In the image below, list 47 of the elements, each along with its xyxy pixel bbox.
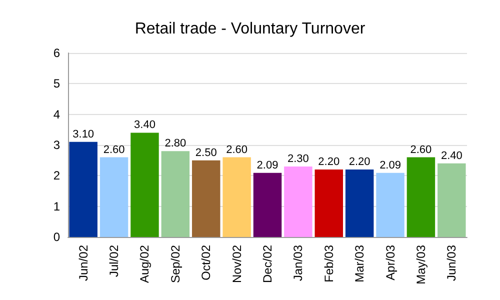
bar — [284, 166, 312, 237]
bar — [100, 157, 128, 237]
x-tick-label: Dec/02 — [260, 244, 274, 284]
bar — [130, 132, 159, 237]
x-tick-label: Jan/03 — [291, 244, 306, 282]
bar — [161, 151, 190, 237]
y-tick-label: 5 — [53, 76, 60, 91]
bar — [253, 172, 282, 237]
y-tick-label: 3 — [53, 138, 60, 152]
x-tick-label: Sep/02 — [168, 244, 182, 284]
bar — [376, 172, 404, 237]
bar — [222, 157, 251, 237]
data-label: 2.60 — [103, 144, 125, 156]
data-label: 2.30 — [287, 152, 309, 165]
data-label: 2.60 — [410, 144, 432, 156]
data-label: 2.09 — [380, 159, 401, 172]
bar — [345, 170, 374, 237]
y-tick-label: 0 — [53, 230, 60, 244]
data-label: 2.20 — [318, 156, 340, 168]
x-tick-label: Aug/02 — [138, 244, 152, 284]
x-tick-label: Mar/03 — [352, 244, 367, 282]
x-tick-label: Apr/03 — [383, 244, 398, 280]
bar — [314, 170, 344, 237]
x-tick-label: Jul/02 — [107, 244, 122, 278]
data-label: 2.09 — [256, 159, 278, 172]
bar — [406, 157, 436, 237]
data-label: 2.60 — [226, 144, 248, 156]
x-tick-label: Oct/02 — [199, 244, 214, 280]
bar — [192, 160, 220, 237]
x-tick-label: Feb/03 — [322, 244, 336, 282]
data-label: 3.40 — [134, 119, 156, 132]
data-label: 2.80 — [164, 138, 186, 150]
data-label: 2.20 — [348, 156, 370, 168]
x-tick-label: Jun/02 — [76, 244, 90, 282]
y-tick-label: 6 — [53, 46, 60, 60]
bar — [69, 142, 98, 237]
y-tick-label: 2 — [53, 168, 60, 183]
y-tick-label: 4 — [53, 107, 60, 122]
x-tick-label: Jun/03 — [444, 244, 459, 282]
chart-title: Retail trade - Voluntary Turnover — [134, 20, 366, 38]
data-label: 3.10 — [72, 128, 94, 140]
y-tick-label: 1 — [53, 199, 60, 214]
x-tick-label: Nov/02 — [230, 244, 244, 284]
x-tick-label: May/03 — [414, 244, 428, 284]
bar — [438, 163, 466, 237]
data-label: 2.40 — [440, 150, 462, 162]
data-label: 2.50 — [195, 146, 217, 159]
